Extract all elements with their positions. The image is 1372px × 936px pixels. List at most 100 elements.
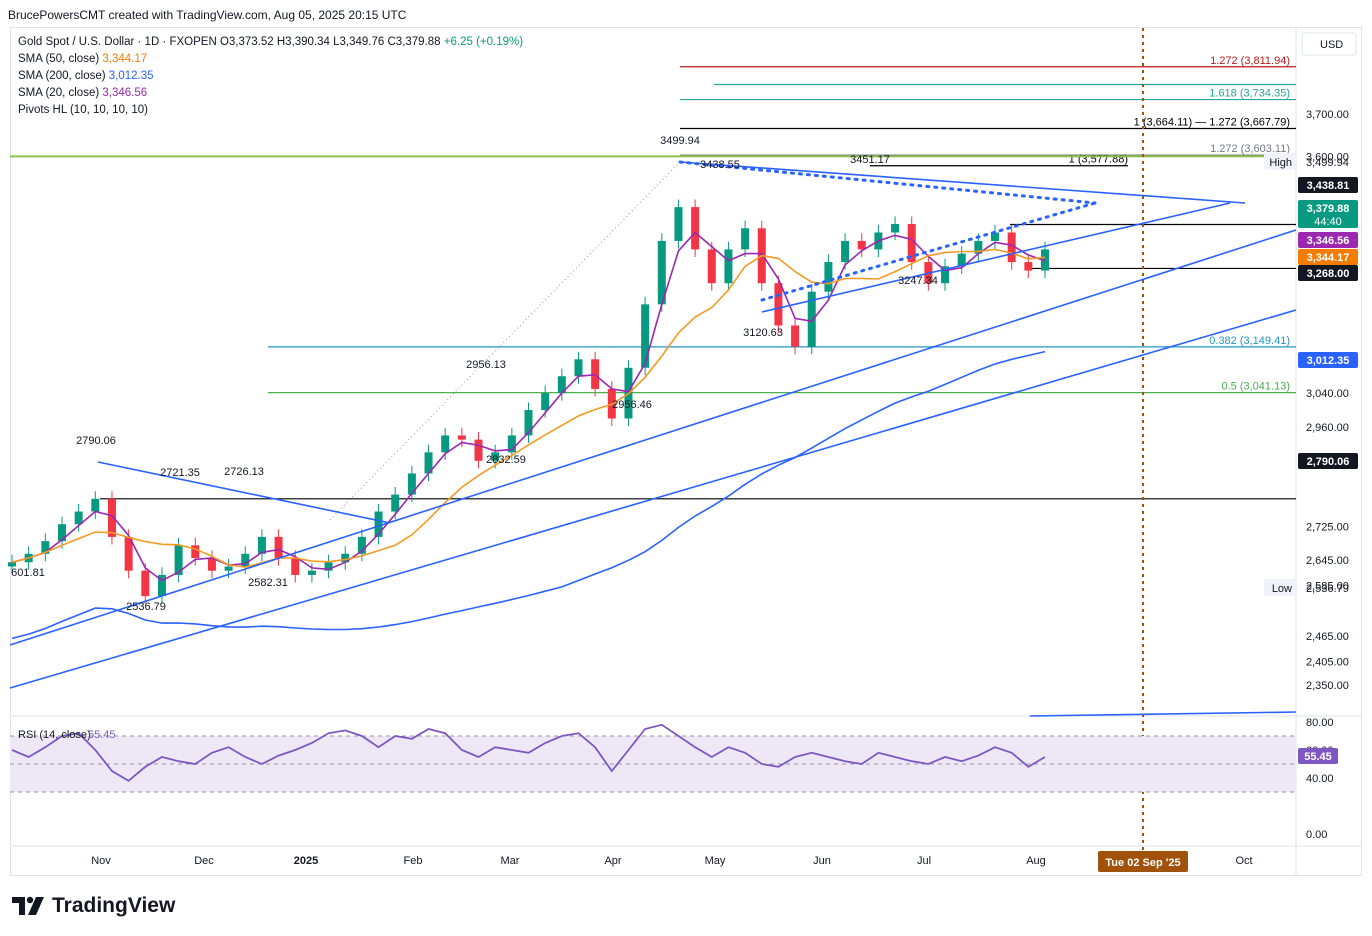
price-badge[interactable] (1298, 200, 1358, 228)
candle-body[interactable] (124, 536, 133, 571)
candle-body[interactable] (1007, 232, 1016, 263)
candle-body[interactable] (691, 207, 700, 250)
trendline-upper[interactable] (9, 229, 1297, 646)
axis-marker-label: Low (1272, 583, 1292, 595)
candle-body[interactable] (641, 304, 650, 368)
candle-body[interactable] (407, 473, 416, 495)
candle-body[interactable] (274, 536, 283, 559)
trendline-descending[interactable] (97, 461, 391, 524)
symbol-title[interactable]: Gold Spot / U.S. Dollar · 1D · FXOPEN (18, 36, 217, 48)
currency-box[interactable] (1301, 32, 1357, 56)
triangle-bottom-dotted[interactable] (760, 201, 1097, 302)
candle-body[interactable] (674, 207, 683, 241)
price-badge[interactable] (1298, 352, 1358, 368)
candle-body[interactable] (541, 393, 550, 411)
rsi-tick-label: 0.00 (1306, 829, 1327, 841)
chart-legend: Gold Spot / U.S. Dollar · 1D · FXOPEN O3… (18, 34, 523, 119)
candle-body[interactable] (374, 511, 383, 537)
x-tick-label: Jul (917, 855, 931, 867)
candle-body[interactable] (341, 553, 350, 563)
fib-level-label: 0.5 (3,041.13) (1222, 381, 1291, 393)
triangle-bottom-line[interactable] (761, 202, 1231, 313)
candle-body[interactable] (157, 574, 166, 597)
candle-body[interactable] (774, 283, 783, 326)
legend-sma20-row[interactable]: SMA (20, close) 3,346.56 (18, 85, 523, 102)
legend-symbol-row[interactable]: Gold Spot / U.S. Dollar · 1D · FXOPEN O3… (18, 34, 523, 51)
candle-body[interactable] (457, 435, 466, 440)
candle-body[interactable] (257, 536, 266, 554)
candle-body[interactable] (857, 240, 866, 250)
price-badge[interactable] (1298, 232, 1358, 248)
candle-body[interactable] (657, 240, 666, 305)
candle-body[interactable] (741, 228, 750, 250)
candle-body[interactable] (391, 494, 400, 512)
candle-body[interactable] (707, 249, 716, 284)
candle-body[interactable] (557, 376, 566, 394)
price-change: +6.25 (+0.19%) (443, 36, 524, 48)
candle-body[interactable] (791, 325, 800, 347)
candle-body[interactable] (574, 359, 583, 377)
candle-body[interactable] (991, 232, 1000, 241)
price-badge[interactable] (1298, 249, 1358, 265)
candle-body[interactable] (941, 266, 950, 284)
candle-body[interactable] (57, 524, 66, 542)
candle-body[interactable] (524, 410, 533, 436)
triangle-top-dotted[interactable] (678, 160, 1097, 205)
candle-body[interactable] (824, 262, 833, 292)
pivot-label: 2721.35 (160, 467, 200, 479)
brand-logo[interactable]: TradingView (12, 894, 175, 918)
candle-body[interactable] (41, 541, 50, 554)
rsi-badge[interactable] (1298, 748, 1338, 764)
x-tick-label: Apr (604, 855, 621, 867)
candle-body[interactable] (841, 240, 850, 263)
candle-body[interactable] (241, 553, 250, 567)
sma50-line[interactable] (11, 248, 1046, 568)
date-marker-badge[interactable] (1098, 851, 1188, 872)
candle-body[interactable] (807, 291, 816, 347)
candle-body[interactable] (91, 498, 100, 512)
candle-body[interactable] (724, 249, 733, 284)
legend-sma50-row[interactable]: SMA (50, close) 3,344.17 (18, 51, 523, 68)
x-tick-label: Dec (194, 855, 214, 867)
candle-body[interactable] (507, 435, 516, 453)
candle-body[interactable] (474, 439, 483, 461)
axis-marker-tag (1264, 153, 1296, 170)
sma20-line[interactable] (11, 231, 1046, 582)
x-tick-label: Nov (91, 855, 111, 867)
x-tick-label: 2025 (294, 855, 318, 867)
legend-sma200-row[interactable]: SMA (200, close) 3,012.35 (18, 68, 523, 85)
candle-body[interactable] (307, 570, 316, 575)
candle-body[interactable] (907, 224, 916, 263)
candle-body[interactable] (441, 435, 450, 453)
axis-marker-tag (1264, 579, 1296, 596)
sma200-line[interactable] (11, 350, 1046, 640)
candle-body[interactable] (291, 558, 300, 575)
legend-pivots-row[interactable]: Pivots HL (10, 10, 10, 10) (18, 102, 523, 119)
price-badge[interactable] (1298, 177, 1358, 193)
candle-body[interactable] (1024, 262, 1033, 271)
sma20-value: 3,346.56 (102, 87, 148, 99)
candle-body[interactable] (174, 545, 183, 575)
candle-body[interactable] (74, 511, 83, 525)
candle-body[interactable] (424, 452, 433, 474)
candle-body[interactable] (107, 498, 116, 537)
candle-body[interactable] (891, 224, 900, 233)
triangle-top-line[interactable] (679, 161, 1246, 204)
candle-body[interactable] (224, 566, 233, 571)
x-tick-label: May (705, 855, 726, 867)
candle-body[interactable] (191, 545, 200, 559)
candle-body[interactable] (324, 562, 333, 571)
candle-body[interactable] (957, 253, 966, 267)
candle-body[interactable] (357, 536, 366, 554)
trendline-lower[interactable] (9, 309, 1297, 689)
price-badge[interactable] (1298, 265, 1358, 281)
candle-body[interactable] (207, 558, 216, 571)
candle-body[interactable] (491, 452, 500, 461)
candle-body[interactable] (974, 240, 983, 254)
trendline-bottom-edge[interactable] (1029, 711, 1297, 717)
candle-body[interactable] (141, 570, 150, 597)
price-badge[interactable] (1298, 453, 1358, 469)
rsi-line[interactable] (11, 723, 1046, 782)
candle-body[interactable] (8, 562, 16, 567)
